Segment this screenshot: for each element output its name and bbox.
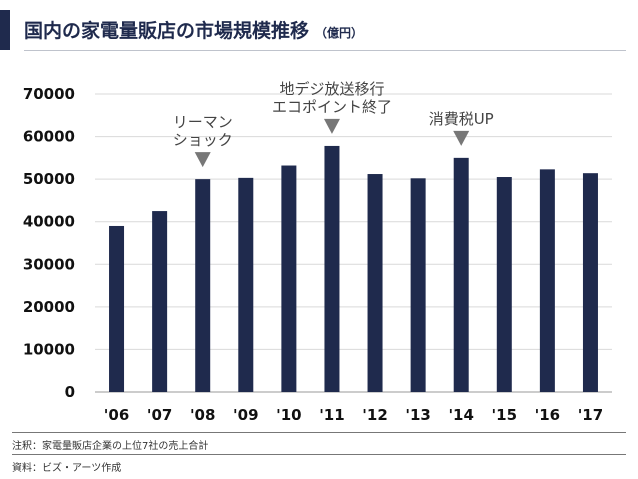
bar [238, 177, 254, 392]
y-tick-label: 10000 [23, 340, 75, 358]
bar [195, 179, 211, 392]
x-tick-label: '08 [190, 406, 215, 424]
bar [324, 145, 340, 392]
annotation-arrow [453, 130, 470, 146]
bar [367, 174, 383, 392]
annotation-label: 消費税UP [429, 110, 494, 128]
footnote: 注釈：家電量販店企業の上位7社の売上合計 [12, 441, 209, 452]
note-divider-bottom [12, 454, 626, 455]
bar-chart: 0 10000 20000 30000 40000 50000 60000 70000 '06 '… [23, 80, 612, 424]
x-tick-label: '06 [104, 406, 129, 424]
x-tick-label: '15 [492, 406, 517, 424]
y-tick-label: 60000 [23, 128, 75, 146]
y-tick-label: 0 [65, 383, 75, 401]
x-tick-label: '09 [233, 406, 258, 424]
x-tick-label: '13 [405, 406, 430, 424]
annotation-arrow [194, 152, 211, 168]
annotation-label: ショック [173, 131, 233, 149]
y-tick-label: 50000 [23, 170, 75, 188]
bar [109, 225, 125, 392]
bar [453, 157, 469, 392]
bar [582, 173, 598, 392]
annotation-label: リーマン [173, 113, 233, 131]
title-divider [24, 50, 626, 51]
x-tick-label: '11 [319, 406, 344, 424]
x-tick-label: '10 [276, 406, 301, 424]
bar [496, 177, 512, 392]
y-tick-label: 40000 [23, 213, 75, 231]
annotation-label: 地デジ放送移行 [279, 80, 384, 98]
y-tick-label: 70000 [23, 85, 75, 103]
title-text: 国内の家電量販店の市場規模推移 [24, 20, 310, 42]
annotation-label: エコポイント終了 [272, 98, 392, 116]
x-tick-label: '16 [535, 406, 560, 424]
bar [152, 211, 168, 392]
x-tick-label: '07 [147, 406, 172, 424]
chart-title: 国内の家電量販店の市場規模推移 （億円） [24, 16, 363, 43]
source-note: 資料：ビズ・アーツ作成 [12, 463, 122, 474]
annotation-arrow [323, 118, 340, 134]
y-tick-label: 20000 [23, 298, 75, 316]
bar [410, 178, 426, 392]
title-accent-bar [0, 10, 10, 50]
bar [539, 169, 555, 392]
y-tick-label: 30000 [23, 255, 75, 273]
x-tick-label: '12 [362, 406, 387, 424]
unit-label: （億円） [315, 26, 364, 40]
x-tick-label: '14 [448, 406, 473, 424]
x-tick-label: '17 [578, 406, 603, 424]
bar [281, 165, 297, 392]
note-divider-top [12, 432, 626, 433]
